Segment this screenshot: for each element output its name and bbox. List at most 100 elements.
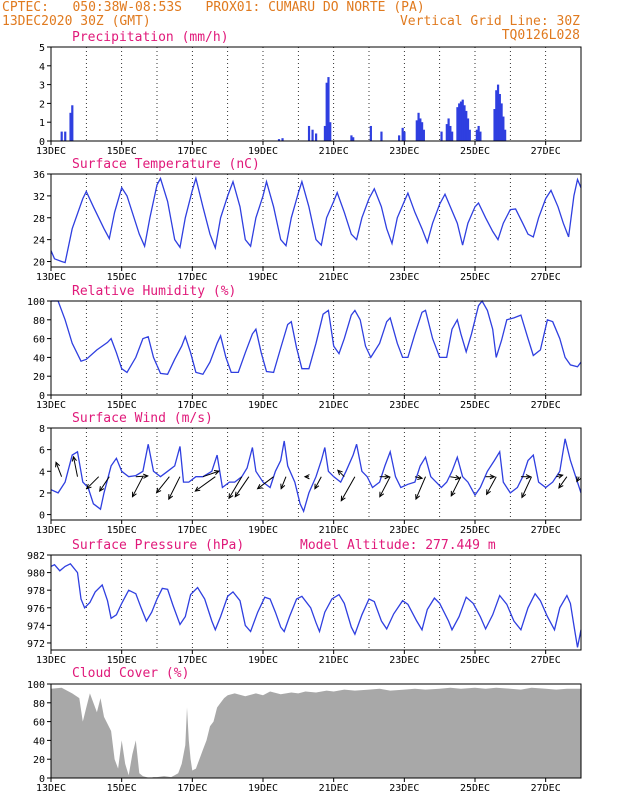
wind-arrow-head: [576, 476, 582, 483]
panel-5: 972 974 976 978 980 982 13DEC 15DEC 17DEC 19DEC 21…: [27, 538, 582, 666]
precip-bar: [307, 125, 311, 141]
x-tick-label: 25DEC: [460, 783, 490, 794]
x-tick-label: 23DEC: [389, 400, 419, 411]
wind-arrow-shaft: [168, 476, 181, 500]
x-tick-label: 19DEC: [248, 272, 278, 283]
plot-frame: [50, 300, 582, 396]
wind-arrow-shaft: [340, 476, 356, 501]
y-tick-label: 982: [27, 551, 45, 562]
precip-bar: [403, 131, 406, 141]
y-tick-label: 0: [39, 511, 45, 522]
precip-bar: [69, 112, 72, 141]
y-tick-label: 974: [27, 621, 45, 632]
x-tick-label: 27DEC: [531, 146, 561, 157]
precip-bar: [458, 103, 461, 141]
wind-arrow-shaft: [558, 476, 568, 489]
wind-arrow: [379, 474, 391, 480]
precip-bar: [459, 101, 463, 141]
precip-bar: [475, 129, 478, 141]
precip-bar: [352, 137, 355, 141]
wind-arrow-head: [155, 487, 162, 494]
precip-bar: [449, 125, 452, 141]
y-tick-label: 80: [33, 699, 45, 710]
x-tick-label: 23DEC: [389, 525, 419, 536]
wind-arrow-head: [521, 492, 527, 499]
precip-bar: [60, 131, 63, 141]
x-tick-label: 17DEC: [177, 400, 207, 411]
x-tick-label: 15DEC: [107, 655, 137, 666]
x-tick-label: 13DEC: [36, 272, 66, 283]
y-tick-label: 0: [39, 391, 45, 402]
y-tick-label: 980: [27, 569, 45, 580]
wind-arrow-head: [486, 489, 491, 496]
x-tick-label: 17DEC: [177, 525, 207, 536]
x-tick-label: 27DEC: [531, 272, 561, 283]
wind-arrow-shaft: [486, 476, 497, 495]
x-tick-label: 21DEC: [319, 146, 349, 157]
wind-arrow-head: [417, 474, 424, 480]
panel-1: 0 1 2 3 4 5 13DEC 15DEC 17DEC 19DEC 21DEC 23DEC 25DE…: [36, 30, 582, 157]
wind-arrow-shaft: [135, 475, 148, 478]
x-tick-label: 25DEC: [460, 146, 490, 157]
plot-frame: [50, 173, 582, 268]
wind-arrow-head: [303, 474, 310, 480]
precip-bar: [504, 129, 507, 141]
panel-title: Surface Pressure (hPa): [72, 538, 244, 553]
wind-arrow-shaft: [73, 456, 78, 477]
wind-arrow-shaft: [415, 476, 426, 500]
x-tick-label: 19DEC: [248, 655, 278, 666]
precip-bar: [422, 129, 425, 141]
wind-arrow-shaft: [86, 476, 100, 490]
y-tick-label: 100: [27, 297, 45, 308]
model-altitude-annotation: Model Altitude: 277.449 m: [300, 538, 496, 553]
wind-arrow-head: [85, 483, 92, 490]
wind-arrow-head: [525, 474, 532, 480]
wind-arrow: [450, 476, 462, 497]
wind-arrow-head: [213, 470, 221, 475]
x-tick-label: 21DEC: [319, 655, 349, 666]
y-tick-label: 20: [33, 755, 45, 766]
series-line: [50, 438, 582, 514]
wind-arrow-head: [280, 483, 286, 490]
series-line: [50, 562, 582, 648]
plot-frame: [50, 427, 582, 521]
x-tick-label: 19DEC: [248, 146, 278, 157]
panel-3: 0 20 40 60 80 100 13DEC 15DEC 17DEC 19DEC 21DEC 23D…: [27, 284, 582, 411]
y-tick-label: 4: [39, 62, 45, 73]
wind-arrow-shaft: [234, 476, 250, 497]
wind-arrow-shaft: [337, 469, 345, 478]
precip-bar: [498, 94, 501, 141]
y-tick-label: 978: [27, 586, 45, 597]
wind-arrow: [99, 476, 110, 493]
panel-2: 20 24 28 32 36 13DEC 15DEC 17DEC 19DEC 21DEC 23DEC…: [33, 157, 582, 283]
wind-arrow: [314, 476, 322, 490]
wind-arrow-head: [489, 474, 496, 480]
y-tick-label: 40: [33, 353, 45, 364]
x-tick-label: 23DEC: [389, 272, 419, 283]
wind-arrow: [135, 473, 149, 479]
x-tick-label: 19DEC: [248, 400, 278, 411]
precip-bar: [479, 131, 482, 141]
y-tick-label: 1: [39, 118, 45, 129]
x-tick-label: 15DEC: [107, 783, 137, 794]
precip-bar: [281, 138, 284, 141]
wind-arrow: [337, 469, 345, 478]
precip-bar: [380, 131, 383, 141]
panel-6: 0 20 40 60 80 100 13DEC 15DEC 17DEC 19DEC 21DEC 23D…: [27, 666, 582, 794]
wind-arrow-head: [557, 473, 564, 479]
x-tick-label: 15DEC: [107, 146, 137, 157]
precip-bar: [398, 135, 401, 141]
y-tick-label: 60: [33, 335, 45, 346]
header-run-time: 13DEC2020 30Z (GMT): [2, 14, 151, 29]
wind-arrow-head: [314, 483, 320, 490]
x-tick-label: 13DEC: [36, 655, 66, 666]
wind-arrow: [415, 476, 426, 501]
wind-arrow: [521, 476, 532, 499]
y-tick-label: 36: [33, 170, 45, 181]
panel-title: Surface Temperature (nC): [72, 157, 260, 172]
x-tick-label: 25DEC: [460, 400, 490, 411]
wind-arrow-head: [71, 455, 77, 462]
series-line: [51, 299, 582, 376]
wind-arrow-shaft: [202, 470, 220, 478]
precip-bar: [323, 125, 327, 141]
